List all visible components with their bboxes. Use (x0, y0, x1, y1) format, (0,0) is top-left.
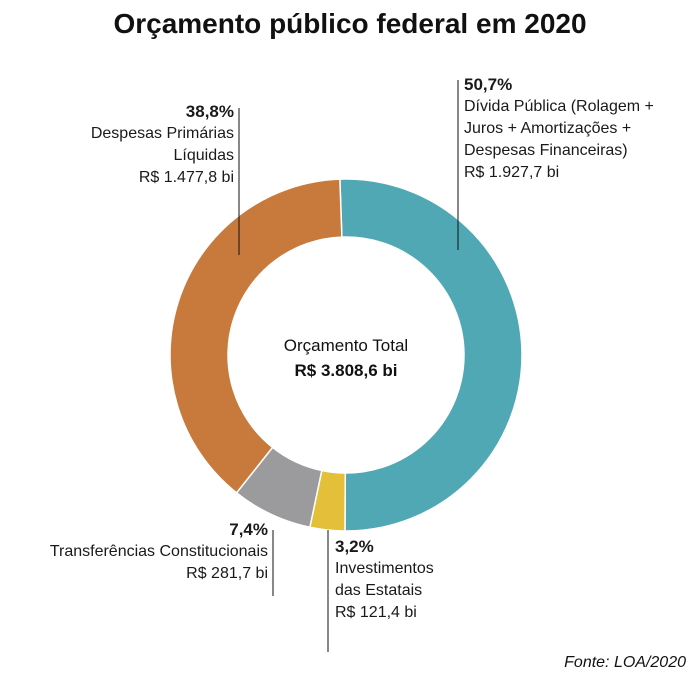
value-label: 7,4% (229, 520, 268, 539)
value-label: 3,2% (335, 537, 374, 556)
amount-label: R$ 1.477,8 bi (138, 169, 234, 186)
amount-label: R$ 1.927,7 bi (464, 164, 560, 181)
center-title: Orçamento Total (283, 336, 409, 355)
donut-slice (339, 178, 523, 532)
category-label: Investimentos das Estatais (335, 560, 434, 599)
slice-label: 38,8% Despesas Primárias Líquidas R$ 1.477… (84, 101, 234, 189)
center-label: Orçamento Total R$ 3.808,6 bi (246, 333, 446, 383)
amount-label: R$ 121,4 bi (335, 604, 417, 621)
slice-label: 3,2% Investimentos das Estatais R$ 121,4 b… (335, 536, 455, 624)
chart-title: Orçamento público federal em 2020 (113, 8, 587, 39)
slice-label: 7,4% Transferências Constitucionais R$ 281… (8, 519, 268, 585)
donut-slice (169, 178, 343, 494)
category-label: Despesas Primárias Líquidas (90, 125, 234, 164)
value-label: 50,7% (464, 75, 513, 94)
value-label: 38,8% (185, 102, 234, 121)
category-label: Dívida Pública (Rolagem + Juros + Amorti… (464, 98, 654, 159)
category-label: Transferências Constitucionais (49, 543, 268, 560)
source: Fonte: LOA/2020 (564, 654, 686, 671)
amount-label: R$ 281,7 bi (186, 565, 268, 582)
slice-label: 50,7% Dívida Pública (Rolagem + Juros + A… (464, 74, 692, 184)
center-value: R$ 3.808,6 bi (294, 361, 398, 380)
